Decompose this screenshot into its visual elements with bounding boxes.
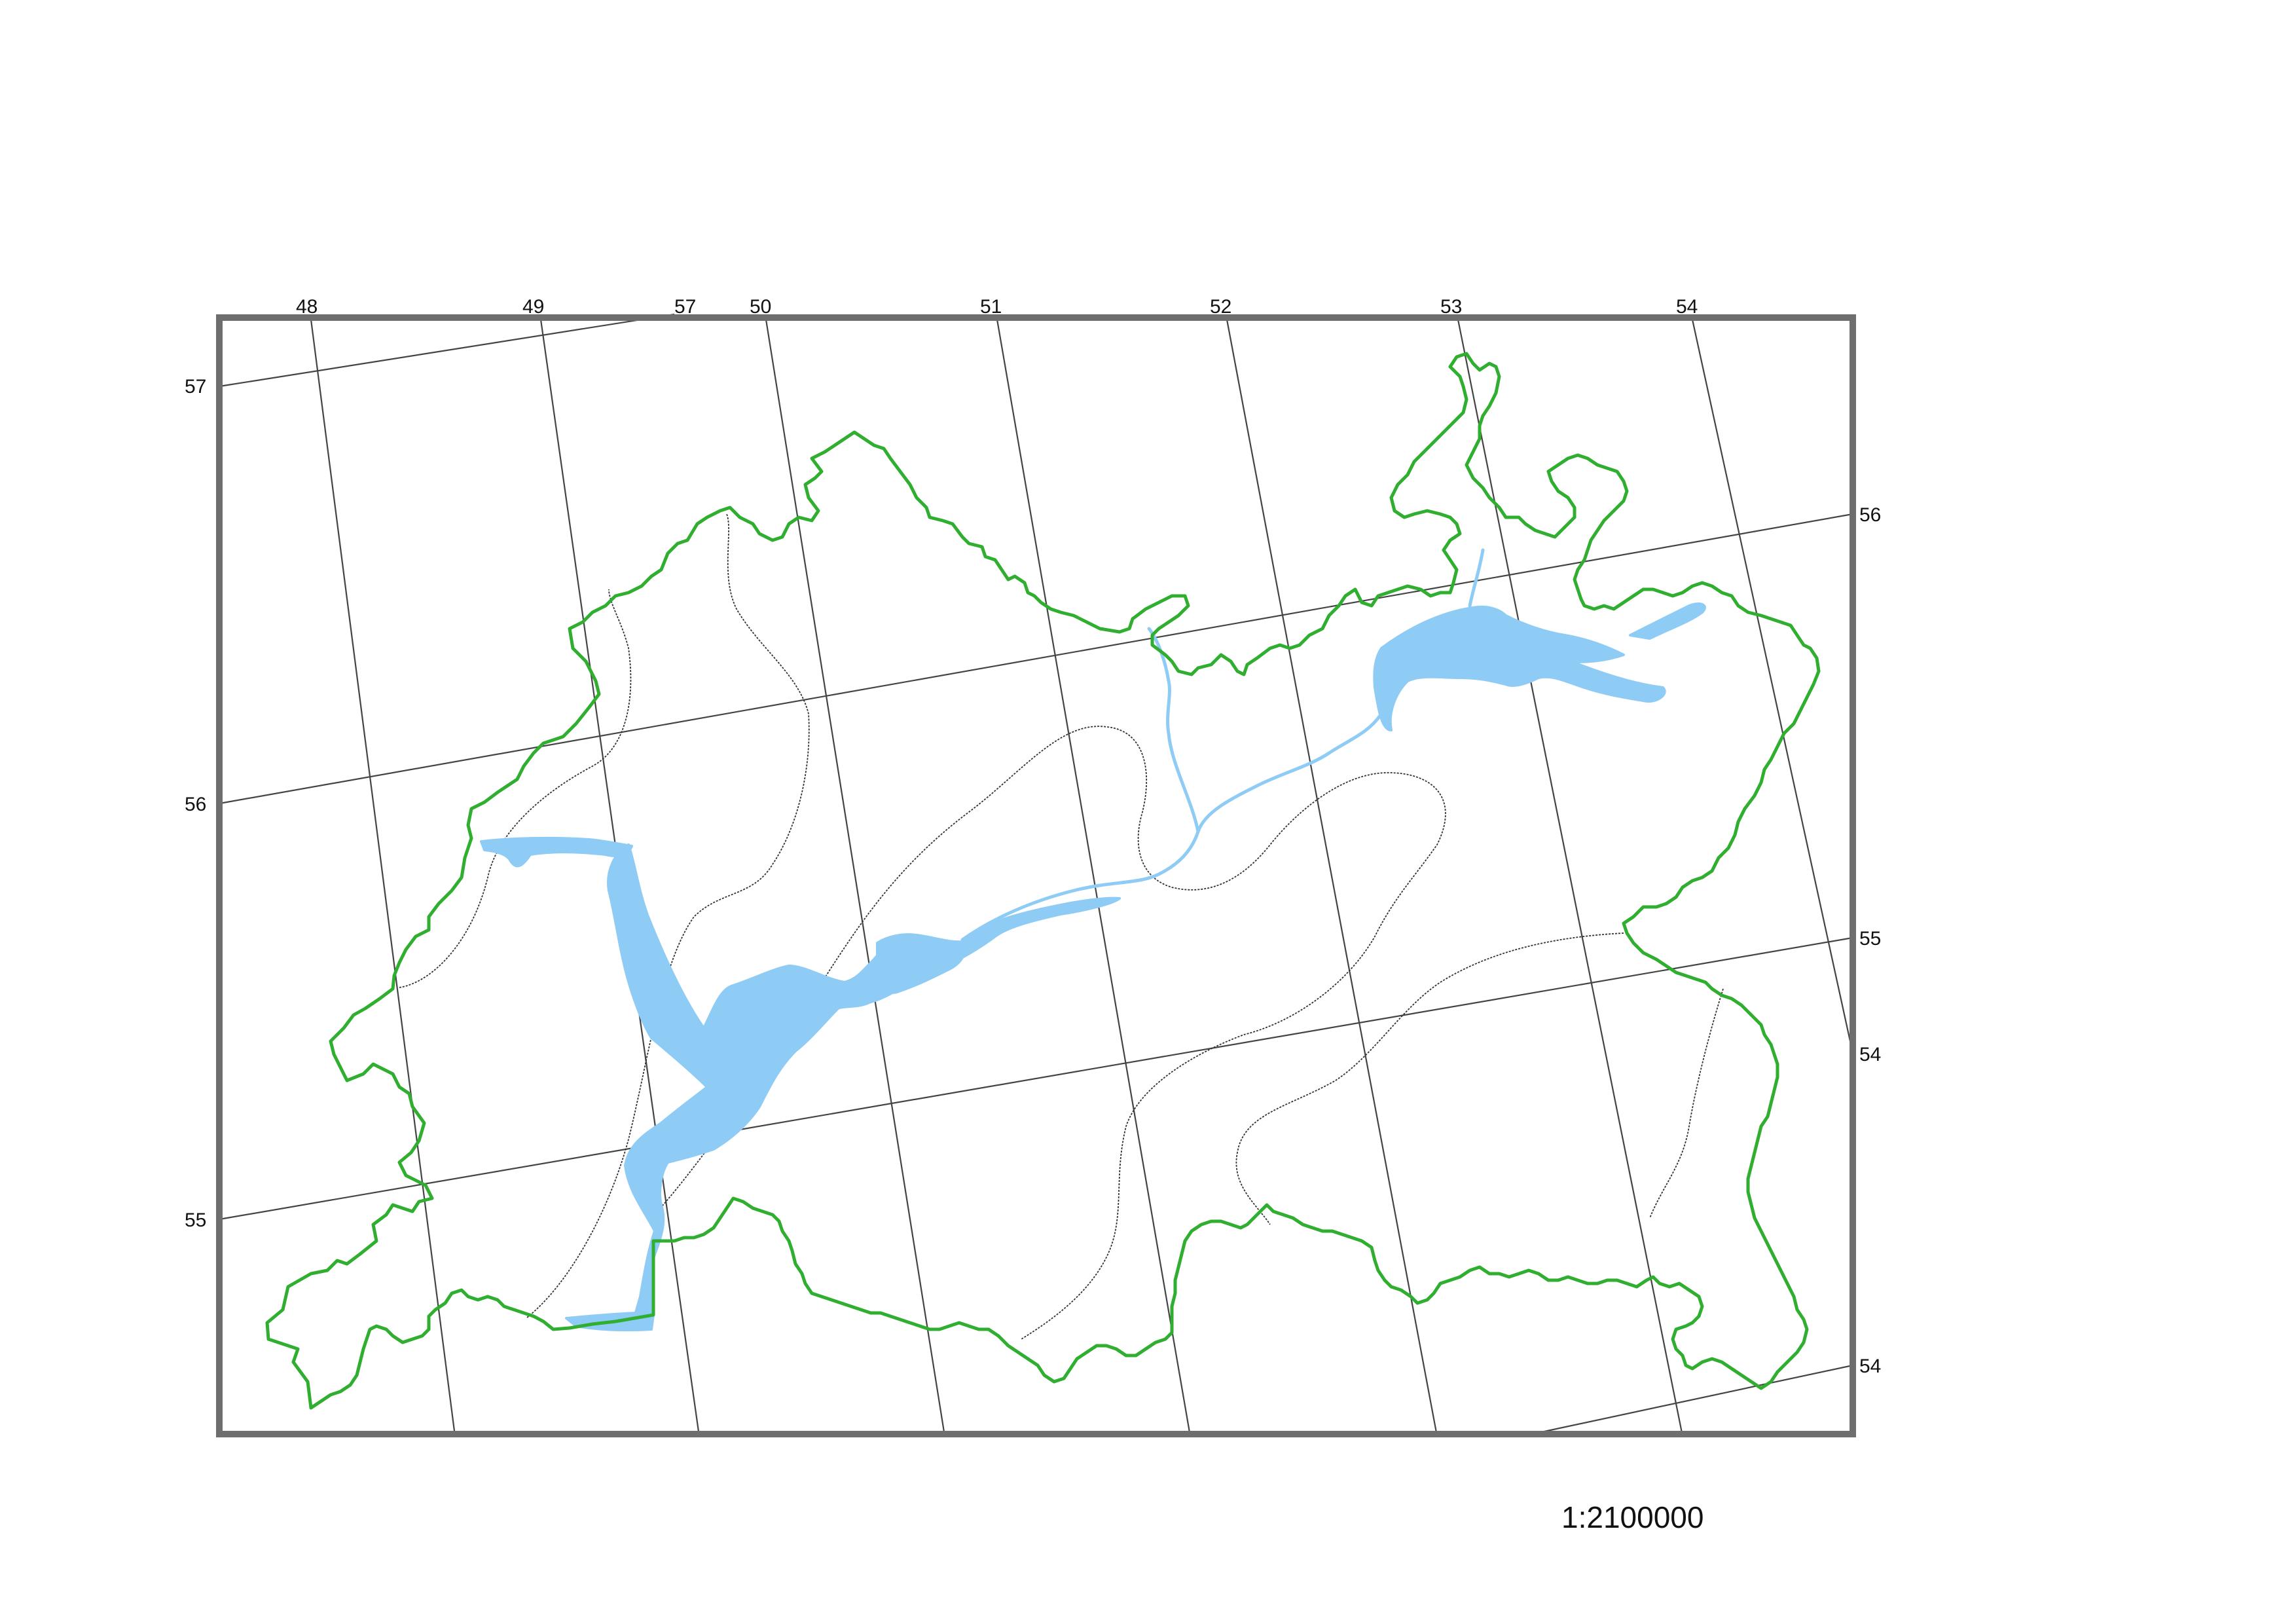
isoline-far-east	[1649, 988, 1724, 1219]
tick-label-lon-53: 53	[1440, 296, 1462, 318]
northwest-reservoir-arm	[480, 836, 633, 868]
kama-reservoir-west	[876, 933, 966, 994]
isoline-center-west	[526, 513, 810, 1318]
northern-tributary	[1468, 548, 1485, 608]
vyatka-river	[1147, 627, 1200, 834]
graticule-parallels	[219, 313, 1853, 1435]
parallel-57	[219, 313, 675, 388]
meridian-53	[1457, 319, 1684, 1437]
tick-label-lat-55-right: 55	[1859, 928, 1881, 950]
tick-label-lon-50: 50	[750, 296, 771, 318]
meridian-50	[765, 319, 946, 1437]
meridian-48	[310, 319, 456, 1437]
graticule-meridians	[310, 319, 1851, 1437]
tick-label-lon-49: 49	[522, 296, 544, 318]
isoline-west	[399, 589, 632, 988]
tick-label-lon-52: 52	[1210, 296, 1231, 318]
meridian-52	[1226, 319, 1438, 1437]
volga-reservoir	[607, 843, 1121, 1316]
tick-label-lon-48: 48	[296, 296, 318, 318]
isoline-east	[1235, 932, 1624, 1225]
water-bodies	[480, 548, 1706, 1332]
parallel-55-left	[219, 936, 1853, 1221]
tick-label-lat-57-top: 57	[674, 296, 696, 318]
map-frame	[216, 314, 1856, 1437]
parallel-54-bottom	[1531, 1364, 1853, 1435]
tick-label-lat-56-left: 56	[185, 794, 206, 815]
left-tick-labels: 57 56 55	[185, 376, 206, 1231]
tick-label-lon-54: 54	[1676, 296, 1698, 318]
isolines	[399, 513, 1724, 1340]
map-scale: 1:2100000	[1561, 1500, 1704, 1534]
belaya-estuary	[1629, 602, 1706, 640]
right-tick-labels: 56 55 54 54	[1859, 504, 1881, 1377]
parallel-56-left	[219, 513, 1853, 805]
tick-label-lon-51: 51	[980, 296, 1002, 318]
tick-label-lat-56-right: 56	[1859, 504, 1881, 526]
isoline-center	[651, 726, 1446, 1340]
region-boundary	[265, 352, 1821, 1410]
kama-river	[960, 659, 1388, 942]
meridian-51	[996, 319, 1192, 1437]
tick-label-lat-55-left: 55	[185, 1209, 206, 1231]
meridian-54	[1691, 319, 1851, 1042]
tick-label-lat-54-right: 54	[1859, 1356, 1881, 1377]
tick-label-lon-54-right: 54	[1859, 1044, 1881, 1065]
top-tick-labels: 48 49 57 50 51 52 53 54	[296, 296, 1698, 318]
tick-label-lat-57-left: 57	[185, 376, 206, 397]
kama-reservoir-east	[1373, 605, 1666, 731]
